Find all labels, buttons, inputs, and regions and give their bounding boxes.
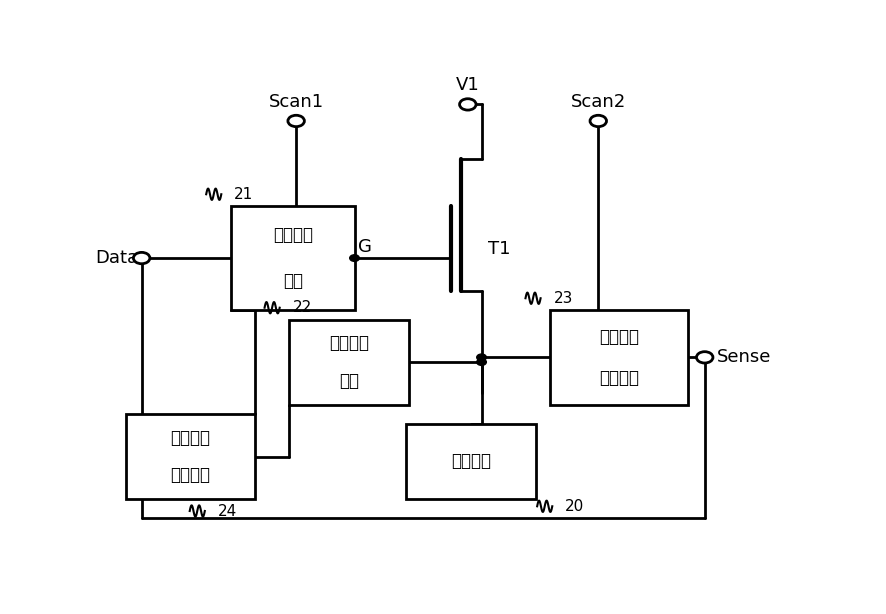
Text: 21: 21 <box>234 187 253 202</box>
Text: V1: V1 <box>456 76 479 94</box>
Circle shape <box>460 99 476 110</box>
Text: Data: Data <box>95 249 138 267</box>
Text: Scan2: Scan2 <box>571 93 626 111</box>
Bar <box>126 414 255 499</box>
Text: 开关单元: 开关单元 <box>599 369 639 387</box>
Text: 存储电容: 存储电容 <box>330 335 369 352</box>
Circle shape <box>288 115 305 126</box>
Text: 单元: 单元 <box>283 272 303 290</box>
Text: 20: 20 <box>565 499 585 514</box>
Circle shape <box>477 359 486 365</box>
Text: 控制单元: 控制单元 <box>170 467 210 484</box>
Bar <box>289 319 409 405</box>
Text: Scan1: Scan1 <box>268 93 323 111</box>
Bar <box>406 424 536 499</box>
Text: 单元: 单元 <box>339 372 360 390</box>
Text: 外部补偿: 外部补偿 <box>170 429 210 447</box>
Text: 外部补偿: 外部补偿 <box>599 327 639 346</box>
Text: 24: 24 <box>218 503 237 518</box>
Text: 22: 22 <box>292 300 312 315</box>
Bar <box>231 206 354 310</box>
Circle shape <box>696 352 713 363</box>
Circle shape <box>477 354 486 360</box>
Circle shape <box>350 255 360 262</box>
Text: 数据写入: 数据写入 <box>273 226 313 244</box>
Text: T1: T1 <box>488 239 511 258</box>
Circle shape <box>590 115 607 126</box>
Text: G: G <box>358 238 372 255</box>
Text: 发光元件: 发光元件 <box>451 453 491 470</box>
Text: Sense: Sense <box>717 348 771 367</box>
Bar <box>550 310 688 405</box>
Text: 23: 23 <box>554 291 573 306</box>
Circle shape <box>134 252 150 264</box>
